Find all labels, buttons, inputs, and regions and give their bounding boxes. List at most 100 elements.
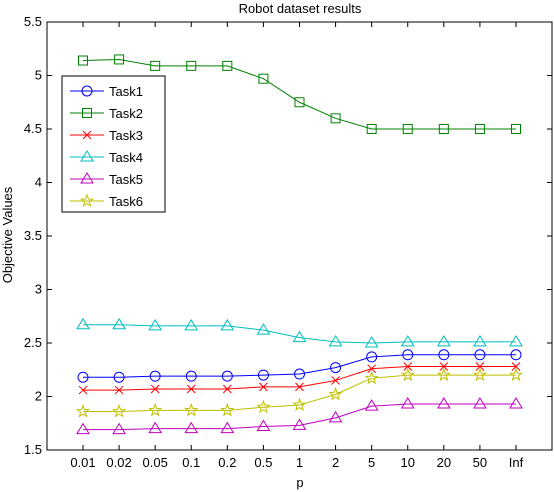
data-point xyxy=(221,370,233,382)
data-point xyxy=(509,397,523,409)
series-task6 xyxy=(75,367,524,418)
x-tick-label: 0.1 xyxy=(182,455,200,470)
data-point xyxy=(186,384,196,394)
data-point xyxy=(400,397,415,409)
data-point xyxy=(77,371,89,383)
y-tick-label: 2.5 xyxy=(24,335,42,350)
data-point xyxy=(509,334,523,347)
data-point xyxy=(292,397,307,412)
data-point xyxy=(114,54,125,65)
data-point xyxy=(438,349,450,361)
data-point xyxy=(331,376,340,385)
data-point xyxy=(292,330,307,343)
series-task5 xyxy=(76,397,523,435)
x-tick-label: Inf xyxy=(509,455,524,470)
legend-marker xyxy=(80,150,94,162)
legend-item: Task1 xyxy=(70,84,143,99)
data-point xyxy=(76,317,90,330)
legend-marker xyxy=(81,85,93,97)
y-tick-label: 5.5 xyxy=(24,14,42,29)
chart-title: Robot dataset results xyxy=(239,1,362,16)
legend-label: Task2 xyxy=(109,106,143,121)
data-point xyxy=(186,60,197,71)
data-point xyxy=(256,399,271,414)
series-line xyxy=(83,324,516,344)
legend-marker xyxy=(82,130,92,140)
data-point xyxy=(475,362,485,371)
data-point xyxy=(366,124,377,134)
legend-label: Task5 xyxy=(109,172,143,187)
data-point xyxy=(184,318,199,331)
data-point xyxy=(473,397,487,409)
x-tick-label: 1 xyxy=(296,455,303,470)
data-point xyxy=(473,334,487,347)
series-task1 xyxy=(77,349,522,383)
data-point xyxy=(330,113,341,124)
data-point xyxy=(114,385,124,395)
data-point xyxy=(184,421,199,434)
legend-label: Task3 xyxy=(109,128,143,143)
data-point xyxy=(294,368,305,380)
data-point xyxy=(148,421,163,434)
legend-label: Task4 xyxy=(109,150,143,165)
legend-box xyxy=(61,75,166,213)
data-point xyxy=(78,55,88,66)
data-point xyxy=(436,334,451,347)
legend-marker xyxy=(80,172,94,184)
data-point xyxy=(330,362,342,374)
data-point xyxy=(439,362,449,371)
data-point xyxy=(402,124,413,134)
data-point xyxy=(220,402,235,417)
data-point xyxy=(112,422,126,435)
y-tick-label: 4.5 xyxy=(24,121,42,136)
data-point xyxy=(366,351,378,363)
data-point xyxy=(112,404,127,418)
legend-label: Task1 xyxy=(109,84,143,99)
data-point xyxy=(185,370,197,382)
legend-marker xyxy=(82,108,92,118)
legend-marker xyxy=(79,193,95,208)
data-point xyxy=(220,318,235,331)
data-point xyxy=(184,402,199,417)
series-line xyxy=(83,374,516,412)
data-point xyxy=(400,334,415,347)
y-tick-label: 2 xyxy=(35,389,42,404)
data-point xyxy=(258,73,269,84)
x-tick-label: 10 xyxy=(401,455,415,470)
data-point xyxy=(328,334,343,347)
data-point xyxy=(403,362,413,371)
y-axis-label: Objective Values xyxy=(0,186,15,283)
data-point xyxy=(510,349,522,361)
legend-item: Task6 xyxy=(70,193,143,209)
legend-label: Task6 xyxy=(109,194,143,209)
data-point xyxy=(436,367,451,382)
data-point xyxy=(400,367,415,382)
data-point xyxy=(438,124,449,134)
data-point xyxy=(364,399,379,411)
data-point xyxy=(113,371,125,383)
data-point xyxy=(76,422,90,435)
data-point xyxy=(294,97,305,108)
data-point xyxy=(78,385,88,395)
y-tick-label: 4 xyxy=(35,175,42,190)
data-point xyxy=(364,336,379,348)
y-tick-label: 3 xyxy=(35,282,42,297)
data-point xyxy=(436,397,451,409)
data-point xyxy=(328,410,343,423)
x-tick-label: 50 xyxy=(473,455,487,470)
data-point xyxy=(511,124,521,134)
series-task2 xyxy=(78,54,521,134)
x-tick-label: 0.05 xyxy=(143,455,168,470)
series-task3 xyxy=(78,362,521,395)
data-point xyxy=(328,386,343,401)
data-point xyxy=(148,402,163,417)
x-axis-label: p xyxy=(296,475,303,490)
data-point xyxy=(222,384,232,394)
data-point xyxy=(149,370,161,382)
series-task4 xyxy=(76,317,523,348)
data-point xyxy=(259,382,268,392)
data-point xyxy=(75,404,91,418)
data-point xyxy=(148,318,163,331)
legend-item: Task4 xyxy=(70,150,143,165)
